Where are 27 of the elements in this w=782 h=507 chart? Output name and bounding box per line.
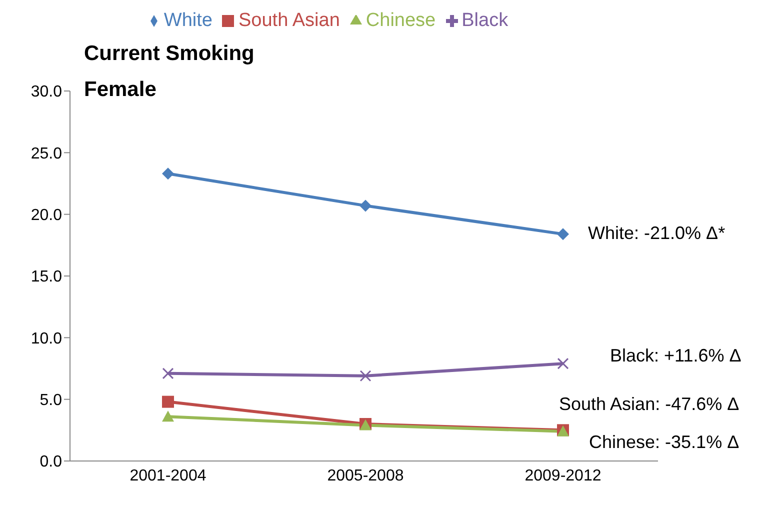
y-tick-label: 0.0: [40, 454, 62, 471]
y-tick-label: 25.0: [30, 145, 62, 162]
annotation: South Asian: -47.6% Δ: [559, 394, 740, 414]
legend-label: White: [164, 10, 212, 31]
x-tick-label: 2001-2004: [130, 467, 206, 484]
y-tick-label: 15.0: [30, 268, 62, 286]
legend-label: Black: [462, 10, 508, 31]
x-tick-label: 2005-2008: [327, 467, 404, 484]
chart-title: Current Smoking Female: [84, 41, 256, 103]
annotation: Black: +11.6% Δ: [610, 345, 742, 366]
legend-label: South Asian: [238, 10, 340, 31]
y-tick-label: 20.0: [30, 207, 62, 224]
point: [360, 200, 372, 212]
point: [557, 228, 569, 240]
annotation: White: -21.0% Δ*: [588, 222, 726, 243]
point: [162, 410, 174, 422]
x-tick-label: 2009-2012: [524, 467, 602, 484]
point: [162, 368, 174, 380]
y-tick-label: 30.0: [30, 84, 62, 101]
y-tick-label: 5.0: [40, 392, 62, 410]
point: [557, 358, 569, 370]
point: [162, 396, 174, 408]
annotation: Chinese: -35.1% Δ: [589, 432, 740, 452]
y-tick-label: 10.0: [30, 330, 62, 348]
point: [360, 370, 372, 382]
legend-label: Chinese: [366, 10, 436, 31]
point: [162, 168, 174, 180]
